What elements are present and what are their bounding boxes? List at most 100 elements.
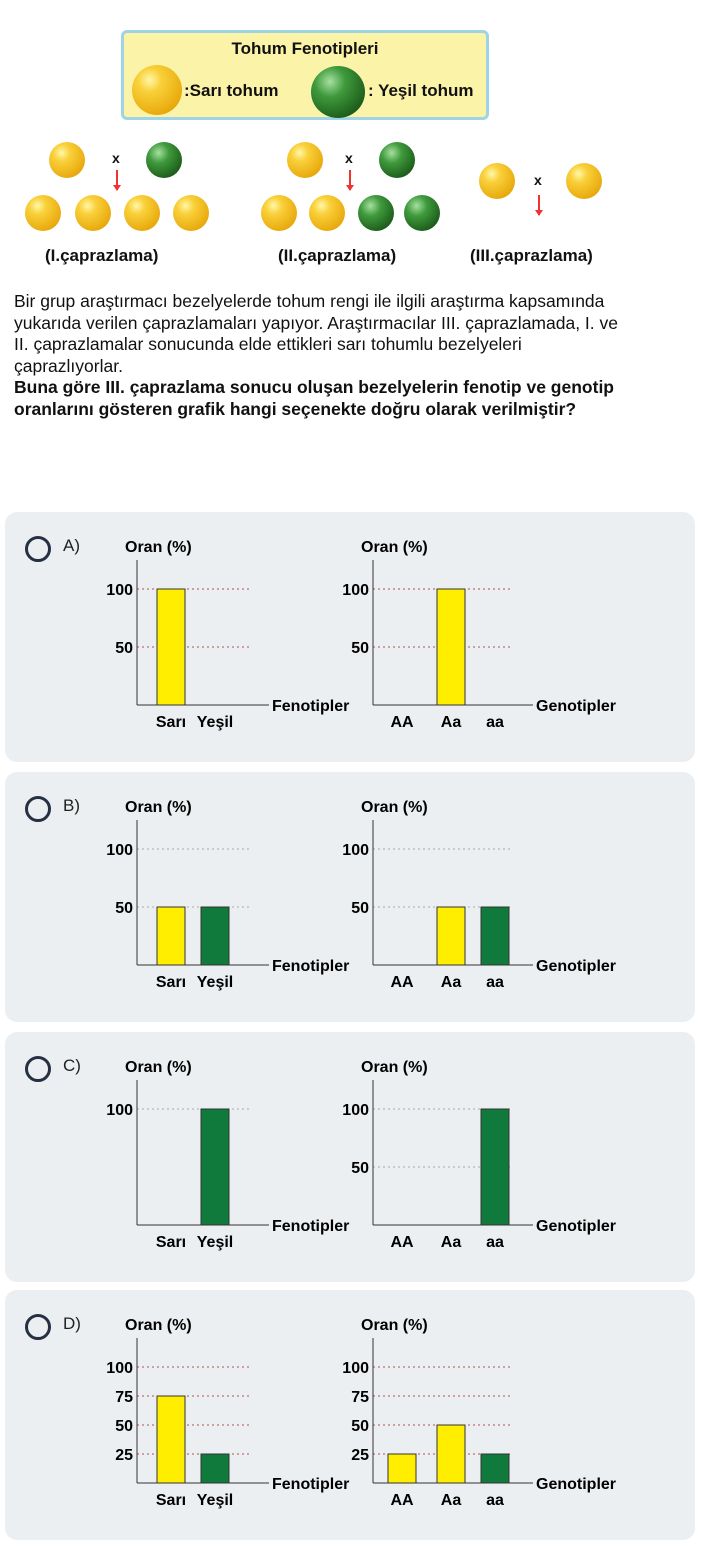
y-axis-label: Oran (%) — [125, 799, 192, 816]
cross-symbol: x — [112, 150, 120, 166]
bar-Aa — [436, 906, 466, 966]
y-tick-label: 25 — [351, 1447, 369, 1464]
yellow-seed-icon — [49, 142, 85, 178]
y-tick-label: 50 — [115, 640, 133, 657]
x-axis-label: Genotipler — [536, 1218, 616, 1235]
x-tick-label: aa — [486, 974, 504, 991]
x-tick-label: Aa — [441, 1234, 462, 1251]
cross-3-label: (III.çaprazlama) — [470, 246, 593, 265]
y-axis-label: Oran (%) — [361, 1317, 428, 1334]
genotype-chart: Oran (%) 100 75 50 25 AA Aa aa Genotipler — [342, 1317, 616, 1509]
genotype-chart: Oran (%) 100 50 AA Aa aa Genotipler — [342, 1059, 616, 1251]
yellow-seed-icon — [132, 65, 182, 115]
arrow-icon — [535, 195, 543, 216]
y-tick-label: 50 — [351, 1418, 369, 1435]
answer-option-d[interactable]: D) Oran (%) 100 75 50 25 Sarı Yeşil Fenotipler Or… — [5, 1290, 695, 1540]
radio-button[interactable] — [25, 1056, 51, 1082]
yellow-seed-icon — [287, 142, 323, 178]
y-tick-label: 25 — [115, 1447, 133, 1464]
x-tick-label: Aa — [441, 714, 462, 731]
bar-Sarı — [156, 588, 186, 706]
y-axis-label: Oran (%) — [361, 799, 428, 816]
question-body: Bir grup araştırmacı bezelyelerde tohum … — [14, 291, 618, 376]
cross-symbol: x — [534, 172, 542, 188]
answer-option-b[interactable]: B) Oran (%) 100 50 Sarı Yeşil Fenotipler Oran (… — [5, 772, 695, 1022]
y-tick-label: 100 — [342, 842, 369, 859]
x-tick-label: AA — [390, 1234, 414, 1251]
y-tick-label: 100 — [342, 1360, 369, 1377]
x-tick-label: aa — [486, 1492, 504, 1509]
x-tick-label: Aa — [441, 974, 462, 991]
question-prompt: Buna göre III. çaprazlama sonucu oluşan … — [14, 377, 614, 419]
x-tick-label: AA — [390, 974, 414, 991]
radio-button[interactable] — [25, 536, 51, 562]
y-axis-label: Oran (%) — [125, 1059, 192, 1076]
phenotype-chart: Oran (%) 100 50 Sarı Yeşil Fenotipler — [106, 799, 349, 991]
bar-Yeşil — [200, 1108, 230, 1226]
answer-option-c[interactable]: C) Oran (%) 100 Sarı Yeşil Fenotipler Oran (%)… — [5, 1032, 695, 1282]
y-tick-label: 50 — [351, 640, 369, 657]
option-letter: B) — [63, 796, 80, 815]
x-tick-label: aa — [486, 1234, 504, 1251]
arrow-icon — [346, 170, 354, 191]
radio-button[interactable] — [25, 796, 51, 822]
x-tick-label: Yeşil — [197, 1234, 233, 1251]
y-axis-label: Oran (%) — [125, 1317, 192, 1334]
bar-aa — [480, 1108, 510, 1226]
legend-title: Tohum Fenotipleri — [231, 39, 379, 58]
y-axis-label: Oran (%) — [361, 1059, 428, 1076]
y-tick-label: 100 — [342, 582, 369, 599]
yellow-seed-icon — [173, 195, 209, 231]
x-tick-label: Yeşil — [197, 714, 233, 731]
yellow-seed-icon — [124, 195, 160, 231]
bar-aa — [480, 1453, 510, 1484]
yellow-seed-icon — [261, 195, 297, 231]
bar-AA — [387, 1453, 417, 1484]
answer-option-a[interactable]: A) Oran (%) 100 50 Sarı Yeşil Fenotipler Oran (… — [5, 512, 695, 762]
y-tick-label: 50 — [115, 900, 133, 917]
x-axis-label: Genotipler — [536, 958, 616, 975]
phenotype-chart: Oran (%) 100 75 50 25 Sarı Yeşil Fenotipler — [106, 1317, 349, 1509]
x-tick-label: aa — [486, 714, 504, 731]
x-tick-label: Sarı — [156, 1492, 186, 1509]
yellow-seed-icon — [566, 163, 602, 199]
yellow-seed-icon — [25, 195, 61, 231]
cross-symbol: x — [345, 150, 353, 166]
x-tick-label: AA — [390, 714, 414, 731]
y-tick-label: 75 — [351, 1389, 369, 1406]
legend-yellow-label: :Sarı tohum — [184, 81, 279, 100]
yellow-seed-icon — [75, 195, 111, 231]
green-seed-icon — [379, 142, 415, 178]
bar-Aa — [436, 588, 466, 706]
y-tick-label: 100 — [106, 582, 133, 599]
x-tick-label: Yeşil — [197, 1492, 233, 1509]
green-seed-icon — [311, 66, 365, 118]
y-tick-label: 100 — [106, 1102, 133, 1119]
genotype-chart: Oran (%) 100 50 AA Aa aa Genotipler — [342, 539, 616, 731]
yellow-seed-icon — [309, 195, 345, 231]
y-tick-label: 100 — [106, 1360, 133, 1377]
y-axis-label: Oran (%) — [361, 539, 428, 556]
x-tick-label: Sarı — [156, 714, 186, 731]
bar-Sarı — [156, 1395, 186, 1484]
phenotype-chart: Oran (%) 100 50 Sarı Yeşil Fenotipler — [106, 539, 349, 731]
option-letter: D) — [63, 1314, 81, 1333]
arrow-icon — [113, 170, 121, 191]
phenotype-chart: Oran (%) 100 Sarı Yeşil Fenotipler — [106, 1059, 349, 1251]
cross-2-label: (II.çaprazlama) — [278, 246, 397, 265]
question-text: Bir grup araştırmacı bezelyelerde tohum … — [14, 291, 634, 420]
y-tick-label: 75 — [115, 1389, 133, 1406]
option-letter: A) — [63, 536, 80, 555]
radio-button[interactable] — [25, 1314, 51, 1340]
green-seed-icon — [146, 142, 182, 178]
x-axis-label: Fenotipler — [272, 958, 349, 975]
y-tick-label: 100 — [106, 842, 133, 859]
y-tick-label: 50 — [115, 1418, 133, 1435]
yellow-seed-icon — [479, 163, 515, 199]
x-axis-label: Fenotipler — [272, 1476, 349, 1493]
phenotype-legend: Tohum Fenotipleri :Sarı tohum : Yeşil to… — [121, 30, 489, 120]
bar-Sarı — [156, 906, 186, 966]
green-seed-icon — [404, 195, 440, 231]
x-tick-label: Aa — [441, 1492, 462, 1509]
y-tick-label: 50 — [351, 900, 369, 917]
